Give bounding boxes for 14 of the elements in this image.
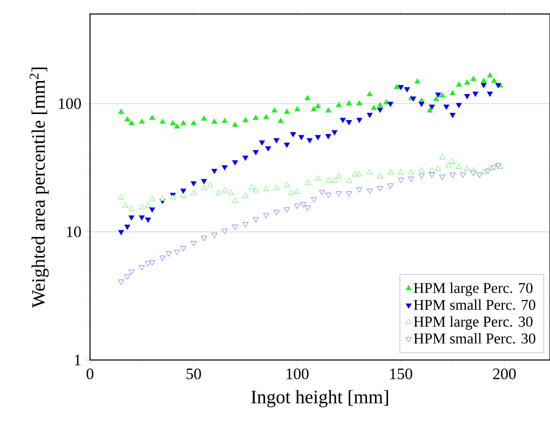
y-tick-label: 1: [74, 354, 81, 366]
y-axis-title: Weighted area percentile [mm$^{2}$]: [30, 68, 49, 308]
legend-label: HPM small Perc. 70: [414, 299, 536, 310]
legend-label: HPM large Perc. 30: [414, 316, 533, 330]
y-tick-label: 10: [66, 226, 81, 238]
x-tick-label: 50: [186, 368, 201, 380]
x-tick-label: 100: [286, 368, 309, 380]
x-axis-title: Ingot height [mm]: [251, 390, 388, 408]
legend-label: HPM small Perc. 30: [414, 333, 536, 344]
x-tick-label: 200: [493, 368, 516, 380]
y-tick-label: 100: [58, 98, 81, 109]
x-tick-label: 150: [390, 368, 412, 380]
legend-label: HPM large Perc. 70: [414, 282, 533, 296]
x-tick-label: 0: [86, 368, 94, 380]
